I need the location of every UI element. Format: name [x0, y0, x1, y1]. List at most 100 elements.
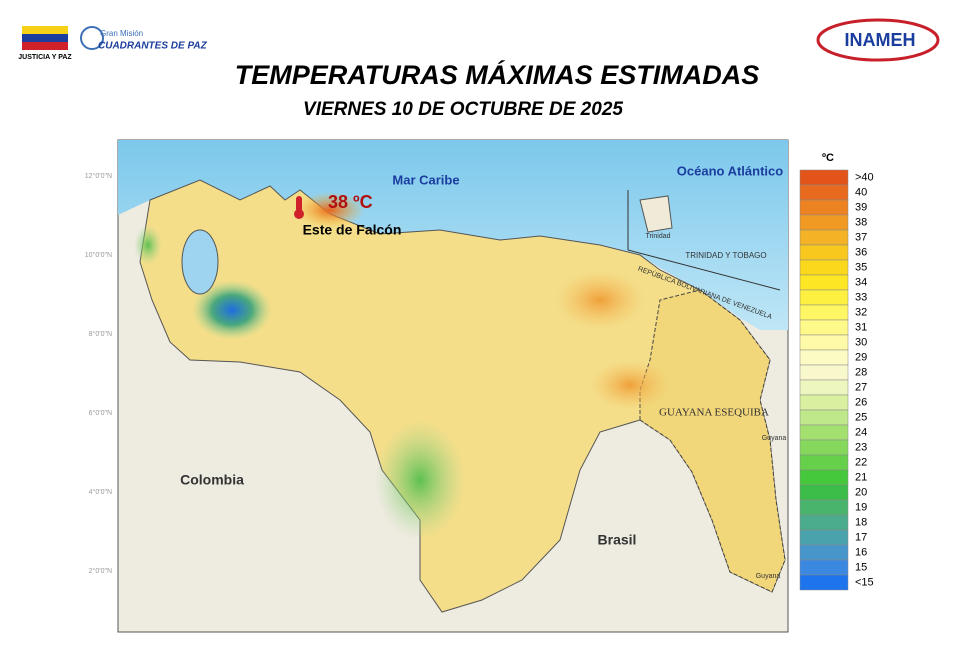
legend-label: 31	[855, 321, 867, 333]
logo-caption: JUSTICIA Y PAZ	[18, 54, 72, 61]
logo-big: CUADRANTES DE PAZ	[98, 41, 208, 52]
legend-label: 21	[855, 471, 867, 483]
place-label: Guyana	[762, 435, 787, 442]
flag-stripe	[22, 26, 68, 34]
boundary	[627, 249, 781, 291]
legend-swatch	[799, 289, 849, 306]
legend-label: 36	[855, 246, 867, 258]
legend-swatch	[799, 514, 849, 531]
legend-label: 16	[855, 546, 867, 558]
flag-stripe	[22, 42, 68, 50]
legend-label: 33	[855, 291, 867, 303]
lat-label: 4°0'0"N	[89, 488, 112, 496]
trinidad-island	[639, 195, 673, 233]
max-value: 38 ºC	[328, 192, 373, 212]
legend-swatch	[799, 424, 849, 441]
legend-swatch	[799, 169, 849, 186]
title: TEMPERATURAS MÁXIMAS ESTIMADAS	[235, 59, 760, 90]
legend-unit: ºC	[822, 152, 834, 164]
legend-swatch	[799, 349, 849, 366]
legend-label: 17	[855, 531, 867, 543]
lat-label: 2°0'0"N	[89, 567, 112, 575]
legend-swatch	[799, 559, 849, 576]
legend-label: 34	[855, 276, 867, 288]
legend-label: 26	[855, 396, 867, 408]
max-place: Este de Falcón	[303, 222, 402, 238]
green-area	[134, 225, 162, 265]
legend-swatch	[799, 484, 849, 501]
sea-label: Mar Caribe	[392, 172, 459, 187]
legend-swatch	[799, 469, 849, 486]
legend-swatch	[799, 244, 849, 261]
legend-swatch	[799, 379, 849, 396]
ocean-label: Océano Atlántico	[677, 163, 783, 178]
legend-swatch	[799, 214, 849, 231]
legend-label: 22	[855, 456, 867, 468]
legend-swatch	[799, 184, 849, 201]
legend-swatch	[799, 454, 849, 471]
thermometer-bulb	[294, 209, 304, 219]
legend-swatch	[799, 319, 849, 336]
inameh-logo	[816, 18, 940, 62]
lat-label: 10°0'0"N	[85, 251, 112, 259]
warm-area	[555, 270, 645, 330]
legend-swatch	[799, 544, 849, 561]
subtitle: VIERNES 10 DE OCTUBRE DE 2025	[303, 99, 623, 120]
esequiba-area	[639, 289, 786, 593]
place-label: Guyana	[756, 573, 781, 580]
sea	[118, 140, 788, 330]
legend-label: 32	[855, 306, 867, 318]
legend-label: 37	[855, 231, 867, 243]
inameh-text: INAMEH	[845, 30, 916, 50]
legend-label: 38	[855, 216, 867, 228]
lat-label: 12°0'0"N	[85, 172, 112, 180]
legend-swatch	[799, 229, 849, 246]
country-label: Brasil	[598, 532, 637, 548]
legend-label: 24	[855, 426, 867, 438]
legend-swatch	[799, 304, 849, 321]
lake-maracaibo	[181, 229, 219, 295]
place-label: Trinidad	[645, 233, 670, 240]
legend-label: 39	[855, 201, 867, 213]
legend-label: >40	[855, 171, 874, 183]
legend-label: 27	[855, 381, 867, 393]
legend-swatch	[799, 529, 849, 546]
legend-label: 18	[855, 516, 867, 528]
legend-swatch	[799, 394, 849, 411]
legend-label: 30	[855, 336, 867, 348]
lat-label: 8°0'0"N	[89, 330, 112, 338]
green-area	[375, 420, 465, 540]
legend-label: 35	[855, 261, 867, 273]
legend-swatch	[799, 334, 849, 351]
cool-area	[192, 280, 272, 340]
legend-swatch	[799, 364, 849, 381]
legend-swatch	[799, 439, 849, 456]
warm-area	[590, 360, 670, 410]
legend-label: 25	[855, 411, 867, 423]
region-label: TRINIDAD Y TOBAGO	[685, 251, 766, 260]
legend-swatch	[799, 499, 849, 516]
legend-label: 28	[855, 366, 867, 378]
legend-swatch	[799, 574, 849, 591]
legend-swatch	[799, 259, 849, 276]
legend-label: 40	[855, 186, 867, 198]
flag-stripe	[22, 34, 68, 42]
lat-label: 6°0'0"N	[89, 409, 112, 417]
country-label: Colombia	[180, 472, 244, 488]
logo-icon	[80, 26, 104, 50]
legend-swatch	[799, 274, 849, 291]
legend-label: <15	[855, 576, 874, 588]
logo-small: Gran Misión	[100, 29, 143, 38]
legend-label: 19	[855, 501, 867, 513]
legend-label: 15	[855, 561, 867, 573]
legend-swatch	[799, 409, 849, 426]
lat-labels: 12°0'0"N 10°0'0"N 8°0'0"N 6°0'0"N 4°0'0"N 2°0…	[85, 172, 112, 575]
hot-spot	[295, 192, 365, 228]
thermometer	[296, 196, 302, 212]
legend-swatch	[799, 199, 849, 216]
legend-label: 29	[855, 351, 867, 363]
legend-label: 20	[855, 486, 867, 498]
legend-label: 23	[855, 441, 867, 453]
region-label: GUAYANA ESEQUIBA	[659, 407, 769, 419]
